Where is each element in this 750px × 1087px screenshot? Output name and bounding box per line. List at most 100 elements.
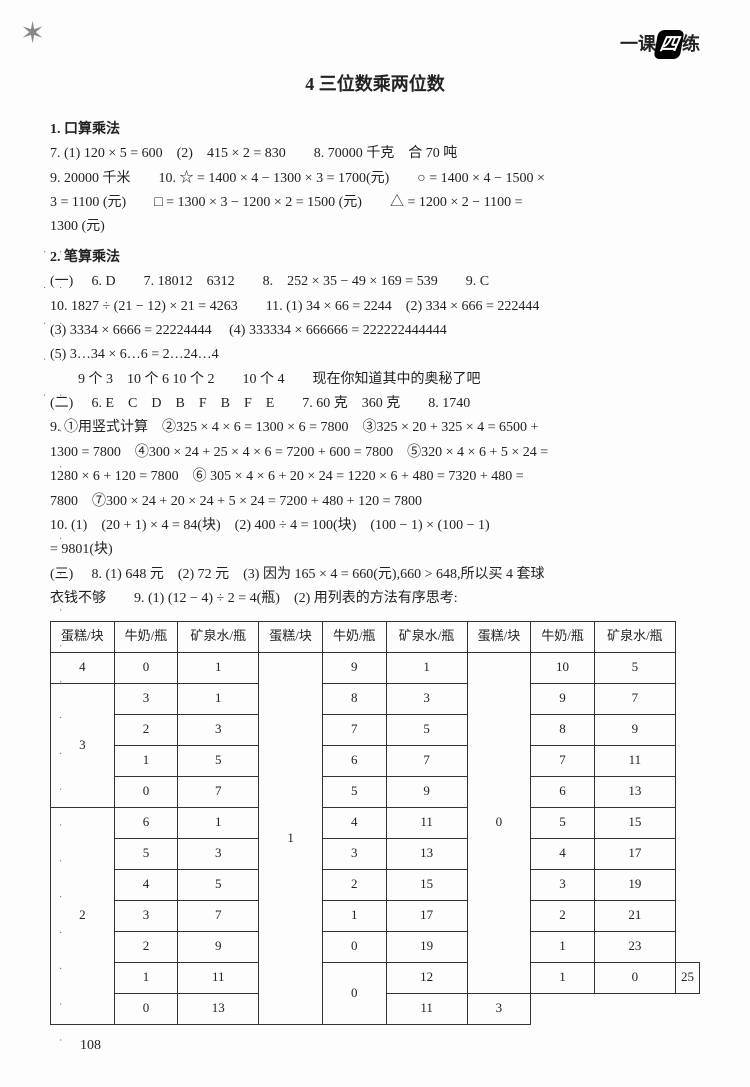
s1-line: 1300 (元): [50, 216, 700, 238]
part-1: (一) 6. D 7. 18012 6312 8. 252 × 35 − 49 …: [50, 271, 700, 293]
table-cell: 11: [594, 745, 675, 776]
text: 1300 = 7800 ④300 × 24 + 25 × 4 × 6 = 720…: [50, 442, 700, 464]
corner-decoration: ✶: [20, 10, 45, 58]
table-cell: 3: [531, 869, 595, 900]
s1-line: 7. (1) 120 × 5 = 600 (2) 415 × 2 = 830 8…: [50, 143, 700, 165]
text: 7800 ⑦300 × 24 + 20 × 24 + 5 × 24 = 7200…: [50, 491, 700, 513]
table-cell: 1: [178, 652, 259, 683]
table-cell: 5: [178, 869, 259, 900]
table-cell: 11: [386, 993, 467, 1024]
table-cell: 0: [322, 962, 386, 1024]
table-cell: 19: [386, 931, 467, 962]
section-2-heading: 2. 笔算乘法: [50, 247, 700, 269]
table-cell: 3: [322, 838, 386, 869]
text: (3) 3334 × 6666 = 22224444 (4) 333334 × …: [50, 320, 700, 342]
table-row: 261411515: [51, 807, 700, 838]
table-row: 07 59 613: [51, 776, 700, 807]
table-header: 矿泉水/瓶: [386, 621, 467, 652]
answer-table: 蛋糕/块牛奶/瓶矿泉水/瓶蛋糕/块牛奶/瓶矿泉水/瓶蛋糕/块牛奶/瓶矿泉水/瓶 …: [50, 621, 700, 1025]
table-row: 29019123: [51, 931, 700, 962]
part-2: (二) 6. E C D B F B F E 7. 60 克 360 克 8. …: [50, 393, 700, 415]
table-cell: 11: [178, 962, 259, 993]
section-1-heading: 1. 口算乘法: [50, 119, 700, 141]
table-cell: 1: [531, 962, 595, 993]
table-cell: 11: [386, 807, 467, 838]
table-cell: 7: [178, 776, 259, 807]
s1-line: 9. 20000 千米 10. ☆ = 1400 × 4 − 1300 × 3 …: [50, 168, 700, 190]
text: 10. 1827 ÷ (21 − 12) × 21 = 4263 11. (1)…: [50, 296, 700, 318]
page-number: 108: [80, 1035, 700, 1057]
table-cell: 3: [114, 683, 178, 714]
table-cell: 2: [114, 714, 178, 745]
chapter-title: 4 三位数乘两位数: [50, 70, 700, 99]
table-cell: 7: [594, 683, 675, 714]
table-header: 牛奶/瓶: [531, 621, 595, 652]
table-cell: 6: [322, 745, 386, 776]
table-cell: 5: [594, 652, 675, 683]
brand-post: 练: [682, 34, 700, 54]
table-cell: 8: [322, 683, 386, 714]
table-cell: 0: [594, 962, 675, 993]
table-cell: 7: [178, 900, 259, 931]
table-cell: 9: [322, 652, 386, 683]
table-cell: 1: [531, 931, 595, 962]
table-cell: 3: [386, 683, 467, 714]
s1-line: 3 = 1100 (元) □ = 1300 × 3 − 1200 × 2 = 1…: [50, 192, 700, 214]
table-cell: 2: [531, 900, 595, 931]
table-cell: 1: [178, 683, 259, 714]
table-cell: 13: [594, 776, 675, 807]
table-cell: 5: [531, 807, 595, 838]
text: 衣钱不够 9. (1) (12 − 4) ÷ 2 = 4(瓶) (2) 用列表的…: [50, 588, 700, 610]
table-cell: 0: [322, 931, 386, 962]
table-cell: 7: [531, 745, 595, 776]
table-header: 蛋糕/块: [259, 621, 323, 652]
table-cell: 1: [114, 962, 178, 993]
text-note: 9 个 3 10 个 6 10 个 2 10 个 4 现在你知道其中的奥秘了吧: [50, 369, 700, 391]
table-cell: 1: [322, 900, 386, 931]
text: 6. E C D B F B F E 7. 60 克 360 克 8. 1740: [92, 396, 471, 411]
table-cell: 1: [114, 745, 178, 776]
table-cell: 7: [322, 714, 386, 745]
table-cell: 3: [178, 838, 259, 869]
table-cell: 5: [386, 714, 467, 745]
table-cell: 3: [467, 993, 531, 1024]
table-row: 3318397: [51, 683, 700, 714]
table-cell: 21: [594, 900, 675, 931]
table-cell: 1: [178, 807, 259, 838]
table-cell: 12: [386, 962, 467, 993]
table-row: 37117221: [51, 900, 700, 931]
part-3: (三) 8. (1) 648 元 (2) 72 元 (3) 因为 165 × 4…: [50, 564, 700, 586]
table-cell: 15: [594, 807, 675, 838]
table-row: 1567711: [51, 745, 700, 776]
table-cell: 23: [594, 931, 675, 962]
table-cell: 13: [178, 993, 259, 1024]
table-cell: 4: [322, 807, 386, 838]
table-cell: 25: [675, 962, 699, 993]
table-cell: 6: [114, 807, 178, 838]
table-cell: 5: [178, 745, 259, 776]
table-cell: 0: [114, 776, 178, 807]
table-cell: 0: [467, 652, 531, 993]
table-cell: 1: [386, 652, 467, 683]
table-row: 53313417: [51, 838, 700, 869]
table-cell: 4: [531, 838, 595, 869]
table-cell: 9: [386, 776, 467, 807]
table-row: 1110121025: [51, 962, 700, 993]
text: 10. (1) (20 + 1) × 4 = 84(块) (2) 400 ÷ 4…: [50, 515, 700, 537]
table-cell: 6: [531, 776, 595, 807]
table-cell: 17: [594, 838, 675, 869]
table-cell: 0: [114, 652, 178, 683]
table-row: 45215319: [51, 869, 700, 900]
table-header: 蛋糕/块: [467, 621, 531, 652]
table-cell: 9: [594, 714, 675, 745]
table-cell: 9: [531, 683, 595, 714]
brand-pre: 一课: [620, 34, 656, 54]
table-cell: 9: [178, 931, 259, 962]
table-cell: 5: [322, 776, 386, 807]
table-cell: 0: [114, 993, 178, 1024]
margin-dots: · · · · · · · · · · · · · · · · · · · · …: [35, 250, 67, 1076]
text: = 9801(块): [50, 539, 700, 561]
table-cell: 1: [259, 652, 323, 1024]
table-header: 牛奶/瓶: [322, 621, 386, 652]
table-cell: 5: [114, 838, 178, 869]
